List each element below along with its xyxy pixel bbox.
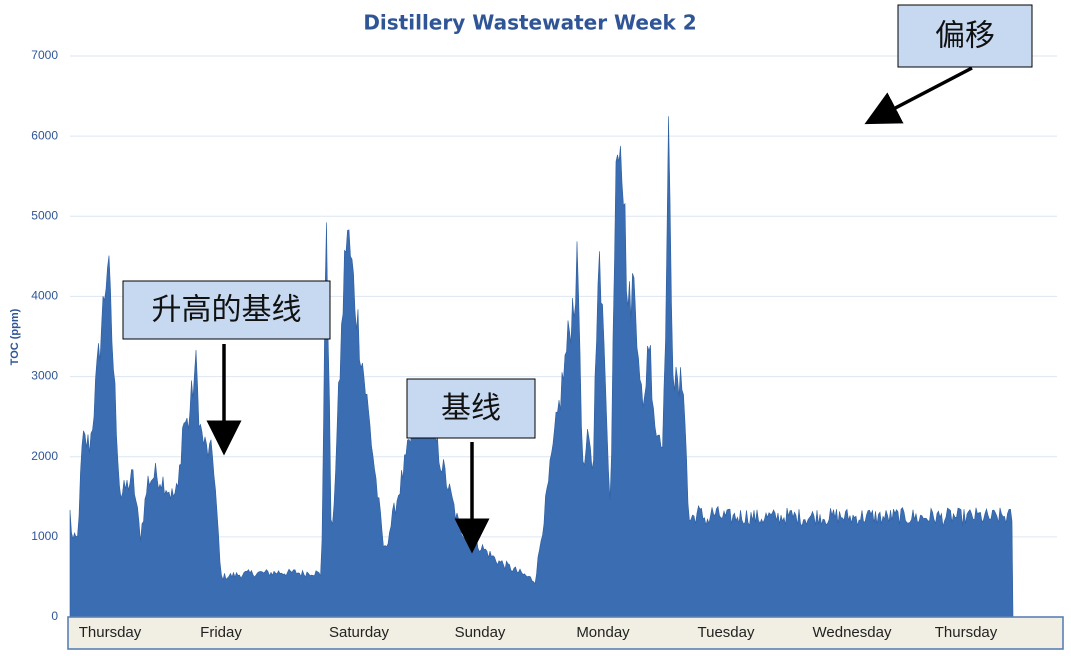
annotation-arrow-2 <box>864 66 973 125</box>
y-tick-label-4000: 4000 <box>31 289 58 303</box>
x-axis-band-rect <box>67 616 1064 650</box>
x-tick-label-5: Tuesday <box>698 624 755 641</box>
x-tick-label-6: Wednesday <box>813 624 892 641</box>
annotation-1: 基线 <box>406 378 536 554</box>
x-tick-label-2: Saturday <box>329 624 390 641</box>
x-tick-labels: Thursday Friday Saturday Sunday Monday Tuesda… <box>79 624 998 641</box>
x-tick-label-7: Thursday <box>935 624 998 641</box>
y-tick-label-7000: 7000 <box>31 48 58 62</box>
y-tick-label-2000: 2000 <box>31 449 58 463</box>
annotation-0: 升高的基线 <box>122 280 331 456</box>
area-series-group <box>69 116 1014 618</box>
annotation-label-1: 基线 <box>441 391 501 426</box>
y-tick-label-3000: 3000 <box>31 369 58 383</box>
annotation-box-0 <box>122 280 331 340</box>
y-tick-label-0: 0 <box>51 609 58 623</box>
y-tick-label-5000: 5000 <box>31 208 58 222</box>
toc-area <box>69 116 1014 618</box>
annotation-label-0: 升高的基线 <box>152 293 302 328</box>
y-tick-label-1000: 1000 <box>31 529 58 543</box>
y-tick-label-6000: 6000 <box>31 128 58 142</box>
annotation-label-2: 偏移 <box>935 19 995 54</box>
annotation-box-2 <box>897 4 1033 68</box>
x-tick-label-3: Sunday <box>455 624 506 641</box>
x-tick-label-0: Thursday <box>79 624 142 641</box>
annotation-box-1 <box>406 378 536 439</box>
x-axis-band <box>67 616 1064 650</box>
annotation-2: 偏移 <box>864 4 1033 125</box>
y-tick-labels: 0 1000 2000 3000 4000 5000 6000 7000 <box>31 48 58 623</box>
x-tick-label-1: Friday <box>200 624 242 641</box>
chart-title: Distillery Wastewater Week 2 <box>363 11 696 35</box>
x-tick-label-4: Monday <box>576 624 630 641</box>
y-axis-label: TOC (ppm) <box>9 308 21 365</box>
